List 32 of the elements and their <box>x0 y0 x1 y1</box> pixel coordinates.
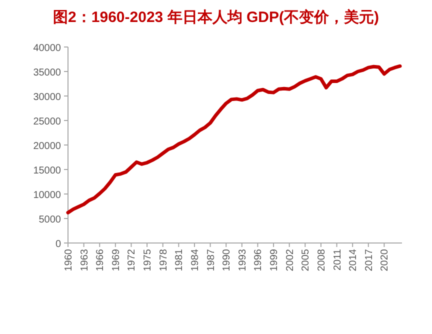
line-series <box>66 64 402 214</box>
x-tick-label: 1999 <box>269 248 280 272</box>
x-tick-label: 1969 <box>110 248 122 272</box>
chart-title: 图2：1960-2023 年日本人均 GDP(不变价，美元) <box>53 8 379 26</box>
x-tick-label: 1966 <box>95 248 106 272</box>
x-tick-label: 2002 <box>284 248 296 272</box>
x-tick-label: 1987 <box>206 248 217 272</box>
y-tick-label: 0 <box>55 239 62 250</box>
x-tick-label: 1972 <box>126 248 138 272</box>
y-tick-label: 40000 <box>33 43 62 54</box>
x-tick-label: 1984 <box>190 248 201 272</box>
x-tick-label: 1993 <box>237 248 248 272</box>
y-tick-label: 35000 <box>33 68 62 78</box>
y-tick-label: 20000 <box>33 141 62 152</box>
x-tick-label: 2017 <box>364 248 375 272</box>
x-tick-label: 1990 <box>222 248 233 272</box>
x-tick-label: 1981 <box>174 248 186 272</box>
y-tick-label: 10000 <box>33 190 62 201</box>
x-tick-label: 2005 <box>300 248 312 272</box>
x-tick-label: 2008 <box>316 248 328 272</box>
x-tick-label: 2014 <box>348 248 360 272</box>
x-tick-label: 1963 <box>79 248 90 272</box>
y-tick-label: 30000 <box>33 92 62 103</box>
y-tick-label: 5000 <box>38 214 62 226</box>
x-tick-label: 1975 <box>142 248 154 272</box>
x-tick-label: 2011 <box>332 248 344 271</box>
x-tick-label: 1960 <box>64 248 74 272</box>
x-tick-label: 1978 <box>158 248 170 272</box>
y-tick-label: 15000 <box>33 166 62 176</box>
x-tick-label: 2020 <box>380 248 391 272</box>
y-tick-label: 25000 <box>33 116 62 128</box>
x-tick-label: 1996 <box>253 248 264 272</box>
